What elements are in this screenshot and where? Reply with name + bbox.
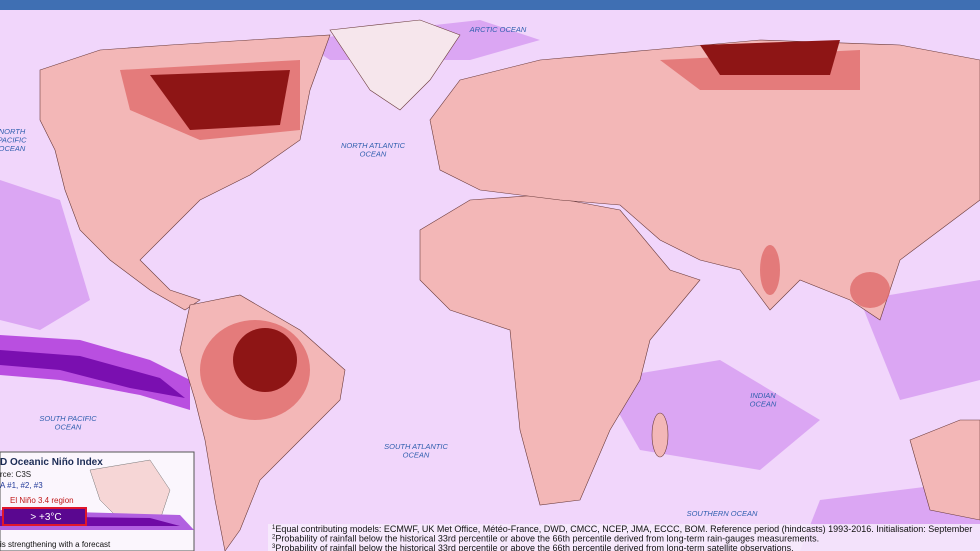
ocean-label-line: SOUTH PACIFIC	[39, 414, 97, 423]
inset: D Oceanic Niño Index rce: C3S A #1, #2, …	[0, 451, 195, 551]
footnote-text: Probability of rainfall below the histor…	[275, 534, 819, 544]
inset-badge: > +3°C	[30, 512, 61, 523]
ocean-label-line: OCEAN	[403, 451, 430, 460]
inset-note: is strengthening with a forecast	[0, 540, 111, 549]
ocean-label-line: ARCTIC OCEAN	[469, 25, 527, 34]
ocean-label-line: NORTH ATLANTIC	[341, 141, 406, 150]
footnote: 2Probability of rainfall below the histo…	[272, 534, 819, 544]
footnote-text: Probability of rainfall below the histor…	[275, 543, 793, 551]
inset-links[interactable]: A #1, #2, #3	[0, 481, 43, 490]
ocean-label-line: OCEAN	[55, 423, 82, 432]
ocean-label: ARCTIC OCEAN	[469, 25, 527, 34]
footnote-marker: 3	[272, 544, 276, 550]
el-nino-core	[0, 350, 185, 398]
badge-box	[2, 507, 87, 526]
anomaly-extreme	[150, 40, 840, 392]
footnote-marker: 2	[272, 535, 276, 541]
inset-title: D Oceanic Niño Index	[0, 457, 103, 468]
ocean-label: NORTH PACIFIC OCEAN	[0, 127, 27, 153]
footnote-band	[268, 524, 980, 551]
top-bar	[0, 0, 980, 10]
footnote: 3Probability of rainfall below the histo…	[272, 543, 794, 551]
ocean-label-line: NORTH	[0, 127, 26, 136]
footnote-marker: 1	[272, 525, 276, 531]
footnotes: 1Equal contributing models: ECMWF, UK Me…	[272, 524, 972, 551]
ocean-label: NORTH ATLANTIC OCEAN	[341, 141, 406, 159]
ocean-label: SOUTH ATLANTIC OCEAN	[384, 442, 448, 460]
ocean-label-line: INDIAN	[750, 391, 776, 400]
ocean-label-line: SOUTHERN OCEAN	[687, 509, 758, 518]
ocean-label-line: OCEAN	[360, 150, 387, 159]
inset-region: El Niño 3.4 region	[10, 496, 74, 505]
ocean-label-line: OCEAN	[0, 144, 26, 153]
footnote: 1Equal contributing models: ECMWF, UK Me…	[272, 524, 972, 534]
ocean-label: SOUTHERN OCEAN	[687, 509, 758, 518]
ocean-label-line: OCEAN	[750, 400, 777, 409]
ocean-label: SOUTH PACIFIC OCEAN	[39, 414, 97, 432]
ocean-label-line: SOUTH ATLANTIC	[384, 442, 448, 451]
ocean-label-line: PACIFIC	[0, 136, 27, 145]
footnote-text: Equal contributing models: ECMWF, UK Met…	[275, 524, 972, 534]
inset-source: rce: C3S	[0, 470, 31, 479]
ocean-label: INDIAN OCEAN	[750, 391, 777, 409]
